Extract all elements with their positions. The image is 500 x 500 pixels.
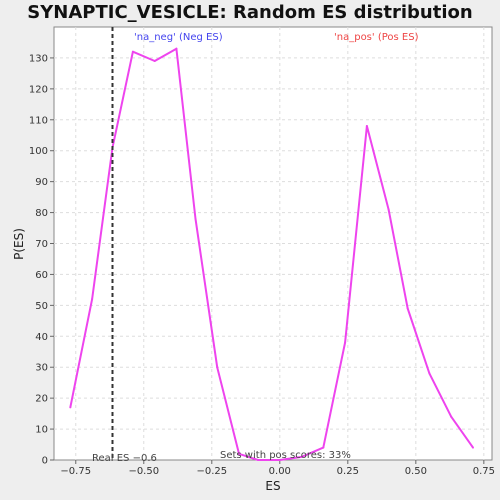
real-es-label: Real ES −0.6 (92, 453, 157, 464)
data-point (387, 208, 390, 211)
x-axis-label: ES (265, 479, 280, 493)
x-axis: −0.75 −0.50 −0.25 0.00 0.25 0.50 0.75 (60, 460, 495, 477)
chart-title: SYNAPTIC_VESICLE: Random ES distribution (27, 2, 472, 23)
data-point (194, 217, 197, 220)
data-point (450, 415, 453, 418)
y-tick-label: 60 (35, 270, 48, 281)
y-tick-label: 90 (35, 177, 48, 188)
series-layer (69, 47, 474, 461)
data-point (428, 372, 431, 375)
data-point (300, 455, 303, 458)
series-line (69, 47, 474, 461)
y-tick-label: 30 (35, 363, 48, 374)
y-tick-label: 70 (35, 239, 48, 250)
x-tick-label: −0.75 (60, 466, 91, 477)
legend-neg-es: 'na_neg' (Neg ES) (134, 32, 223, 43)
data-point (365, 124, 368, 127)
y-tick-label: 80 (35, 208, 48, 219)
y-tick-label: 110 (29, 115, 48, 126)
data-point (153, 60, 156, 63)
y-tick-label: 130 (29, 53, 48, 64)
y-tick-label: 20 (35, 394, 48, 405)
x-tick-label: 0.75 (473, 466, 495, 477)
legend-pos-es: 'na_pos' (Pos ES) (334, 32, 419, 43)
data-point (131, 50, 134, 53)
data-point (175, 47, 178, 50)
data-point (278, 459, 281, 461)
data-point (91, 298, 94, 301)
y-tick-label: 0 (42, 456, 48, 467)
x-tick-label: 0.00 (269, 466, 291, 477)
y-axis: 0 10 20 30 40 50 60 70 80 90 100 110 120 130 (29, 53, 54, 467)
data-point (216, 366, 219, 369)
x-tick-label: 0.25 (337, 466, 359, 477)
data-point (471, 446, 474, 449)
x-tick-label: 0.50 (405, 466, 427, 477)
data-point (322, 446, 325, 449)
y-axis-label: P(ES) (12, 228, 26, 260)
pos-scores-annotation: Sets with pos scores: 33% (220, 450, 351, 461)
x-tick-label: −0.50 (128, 466, 159, 477)
grid-lines (54, 27, 492, 460)
data-point (257, 459, 260, 461)
x-tick-label: −0.25 (196, 466, 227, 477)
y-tick-label: 10 (35, 425, 48, 436)
data-point (344, 341, 347, 344)
y-tick-label: 40 (35, 332, 48, 343)
y-tick-label: 50 (35, 301, 48, 312)
data-point (406, 307, 409, 310)
y-tick-label: 100 (29, 146, 48, 157)
data-point (69, 406, 72, 409)
data-point (237, 452, 240, 455)
y-tick-label: 120 (29, 84, 48, 95)
